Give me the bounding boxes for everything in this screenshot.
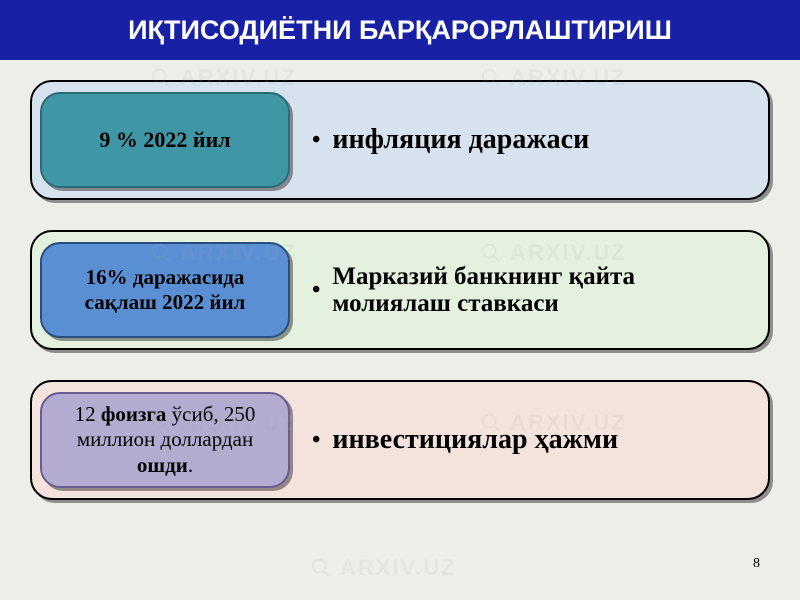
watermark: ARXIV.UZ	[150, 240, 297, 266]
left-box: 12 фоизга ўсиб, 250 миллион доллардан ош…	[40, 392, 290, 488]
main-text: Марказий банкнинг қайта молиялаш ставкас…	[332, 263, 748, 318]
search-icon	[150, 242, 172, 264]
search-icon	[480, 67, 502, 89]
watermark-text: ARXIV.UZ	[180, 65, 297, 91]
watermark-text: ARXIV.UZ	[510, 65, 627, 91]
page-number: 8	[753, 556, 760, 572]
watermark-text: ARXIV.UZ	[510, 240, 627, 266]
main-text: инфляция даражаси	[332, 125, 589, 156]
watermark: ARXIV.UZ	[480, 240, 627, 266]
watermark: ARXIV.UZ	[150, 410, 297, 436]
bullet-icon: •	[312, 128, 320, 152]
left-text: 16% даражасида сақлаш 2022 йил	[58, 265, 272, 315]
search-icon	[480, 242, 502, 264]
page-title: ИҚТИСОДИЁТНИ БАРҚАРОРЛАШТИРИШ	[0, 0, 800, 60]
search-icon	[310, 557, 332, 579]
watermark: ARXIV.UZ	[480, 410, 627, 436]
search-icon	[150, 67, 172, 89]
search-icon	[480, 412, 502, 434]
watermark-text: ARXIV.UZ	[340, 555, 457, 581]
info-row: • инфляция даражаси 9 % 2022 йил	[30, 80, 770, 200]
info-row: • Марказий банкнинг қайта молиялаш ставка…	[30, 230, 770, 350]
bullet-icon: •	[312, 428, 320, 452]
watermark-text: ARXIV.UZ	[510, 410, 627, 436]
left-text: 9 % 2022 йил	[99, 127, 230, 153]
bullet-icon: •	[312, 278, 320, 302]
watermark-text: ARXIV.UZ	[180, 240, 297, 266]
watermark: ARXIV.UZ	[150, 65, 297, 91]
page-title-text: ИҚТИСОДИЁТНИ БАРҚАРОРЛАШТИРИШ	[128, 15, 672, 46]
info-row: •инвестициялар ҳажми12 фоизга ўсиб, 250 …	[30, 380, 770, 500]
search-icon	[150, 412, 172, 434]
watermark: ARXIV.UZ	[310, 555, 457, 581]
rows-container: • инфляция даражаси 9 % 2022 йил • Марказий …	[30, 80, 770, 530]
left-box: 9 % 2022 йил	[40, 92, 290, 188]
watermark: ARXIV.UZ	[480, 65, 627, 91]
watermark-text: ARXIV.UZ	[180, 410, 297, 436]
